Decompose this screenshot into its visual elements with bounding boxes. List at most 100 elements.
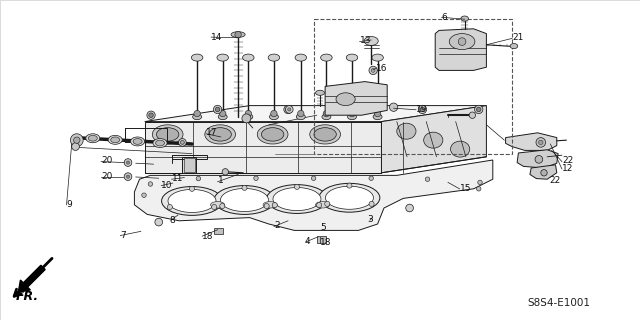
Circle shape	[242, 185, 247, 190]
Bar	[182, 157, 196, 173]
Bar	[314, 19, 512, 154]
Circle shape	[235, 31, 241, 38]
Ellipse shape	[269, 114, 278, 120]
Circle shape	[294, 184, 300, 189]
Circle shape	[355, 105, 363, 114]
Ellipse shape	[321, 54, 332, 61]
Text: 1: 1	[218, 176, 223, 185]
Ellipse shape	[262, 128, 284, 141]
Ellipse shape	[364, 36, 378, 45]
Circle shape	[541, 170, 547, 176]
Text: 21: 21	[512, 33, 524, 42]
Circle shape	[374, 110, 381, 117]
Polygon shape	[145, 122, 381, 173]
Text: 15: 15	[460, 184, 471, 193]
Text: 18: 18	[320, 238, 332, 247]
Ellipse shape	[218, 114, 227, 120]
Ellipse shape	[88, 135, 97, 141]
Ellipse shape	[191, 54, 203, 61]
Text: 19: 19	[416, 105, 428, 114]
Ellipse shape	[205, 125, 236, 144]
Ellipse shape	[397, 123, 416, 139]
Circle shape	[124, 173, 132, 180]
Circle shape	[212, 204, 217, 210]
Ellipse shape	[193, 114, 202, 120]
Text: 8: 8	[170, 216, 175, 225]
Ellipse shape	[86, 134, 100, 143]
Polygon shape	[145, 106, 486, 122]
Ellipse shape	[268, 54, 280, 61]
Text: 7: 7	[120, 231, 126, 240]
Circle shape	[220, 110, 226, 117]
Text: 2: 2	[274, 221, 280, 230]
Ellipse shape	[108, 135, 122, 144]
Ellipse shape	[211, 202, 225, 208]
Circle shape	[369, 201, 374, 206]
Text: FR.: FR.	[16, 290, 39, 303]
Ellipse shape	[244, 114, 253, 120]
Circle shape	[196, 176, 201, 181]
Text: 6: 6	[442, 13, 447, 22]
Ellipse shape	[314, 128, 337, 141]
Circle shape	[148, 113, 154, 117]
Bar	[317, 236, 326, 243]
Circle shape	[72, 143, 79, 150]
Circle shape	[469, 112, 476, 118]
Polygon shape	[381, 106, 486, 173]
Text: 10: 10	[161, 181, 173, 190]
Text: 16: 16	[376, 64, 388, 73]
Ellipse shape	[257, 125, 288, 144]
Text: 3: 3	[367, 215, 373, 224]
Circle shape	[458, 38, 466, 45]
Ellipse shape	[336, 93, 355, 106]
Circle shape	[349, 110, 355, 117]
Text: 13: 13	[360, 36, 371, 45]
Ellipse shape	[153, 139, 167, 148]
Ellipse shape	[316, 202, 330, 208]
Polygon shape	[506, 133, 557, 150]
Ellipse shape	[217, 54, 228, 61]
Circle shape	[474, 105, 483, 114]
Circle shape	[536, 138, 545, 147]
Circle shape	[264, 204, 269, 209]
Circle shape	[215, 107, 220, 112]
Text: 17: 17	[206, 128, 218, 137]
Ellipse shape	[161, 187, 223, 215]
Circle shape	[323, 110, 330, 117]
Text: 20: 20	[101, 156, 113, 165]
Circle shape	[127, 175, 129, 178]
Circle shape	[70, 134, 83, 147]
Circle shape	[167, 204, 172, 210]
Circle shape	[369, 66, 378, 75]
Circle shape	[242, 114, 251, 123]
Circle shape	[420, 107, 425, 112]
Text: 12: 12	[562, 164, 573, 173]
Ellipse shape	[510, 44, 518, 49]
Circle shape	[476, 107, 481, 112]
Ellipse shape	[111, 137, 120, 143]
Circle shape	[194, 110, 200, 117]
Text: 11: 11	[172, 174, 183, 183]
Ellipse shape	[267, 185, 328, 213]
Ellipse shape	[461, 16, 468, 21]
Circle shape	[285, 107, 291, 112]
Text: 4: 4	[305, 237, 310, 246]
Circle shape	[406, 204, 413, 212]
Polygon shape	[517, 150, 558, 168]
Circle shape	[312, 176, 316, 180]
Circle shape	[180, 140, 184, 144]
Polygon shape	[325, 82, 387, 115]
Text: 22: 22	[549, 176, 561, 185]
Circle shape	[369, 176, 374, 180]
Circle shape	[272, 203, 277, 208]
Circle shape	[476, 187, 481, 191]
Text: 5: 5	[320, 223, 326, 232]
Circle shape	[371, 68, 375, 72]
Ellipse shape	[373, 114, 382, 120]
Ellipse shape	[209, 128, 232, 141]
Ellipse shape	[348, 114, 356, 120]
Bar	[184, 158, 195, 172]
Circle shape	[124, 159, 132, 166]
Ellipse shape	[310, 125, 340, 144]
Bar	[125, 128, 167, 142]
